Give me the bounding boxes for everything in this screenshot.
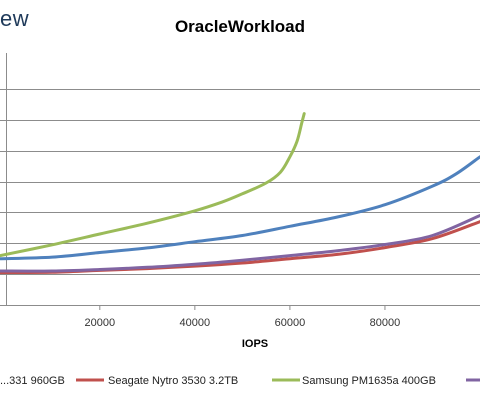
legend-label-1: Seagate Nytro 3530 3.2TB <box>108 375 238 387</box>
gridlines <box>0 89 480 275</box>
x-tick-label-1: 40000 <box>180 317 211 329</box>
plot-frame <box>0 53 480 306</box>
series-line-1 <box>0 220 480 275</box>
x-axis-label: IOPS <box>242 338 268 350</box>
x-tick-label-2: 60000 <box>275 317 306 329</box>
x-tick-label-3: 80000 <box>370 317 401 329</box>
legend-label-0: ...331 960GB <box>0 375 65 387</box>
series-line-0 <box>0 155 480 261</box>
series-line-3 <box>0 214 480 273</box>
x-tick-label-0: 20000 <box>85 317 116 329</box>
logo-text-fragment: ew <box>0 6 30 31</box>
chart-title: OracleWorkload <box>175 17 305 36</box>
series-line-2 <box>0 112 306 258</box>
legend: ...331 960GB Seagate Nytro 3530 3.2TB Sams… <box>0 375 480 387</box>
legend-label-2: Samsung PM1635a 400GB <box>302 375 436 387</box>
series-lines <box>0 112 480 275</box>
x-axis-ticks: 20000 40000 60000 80000 <box>85 305 401 329</box>
